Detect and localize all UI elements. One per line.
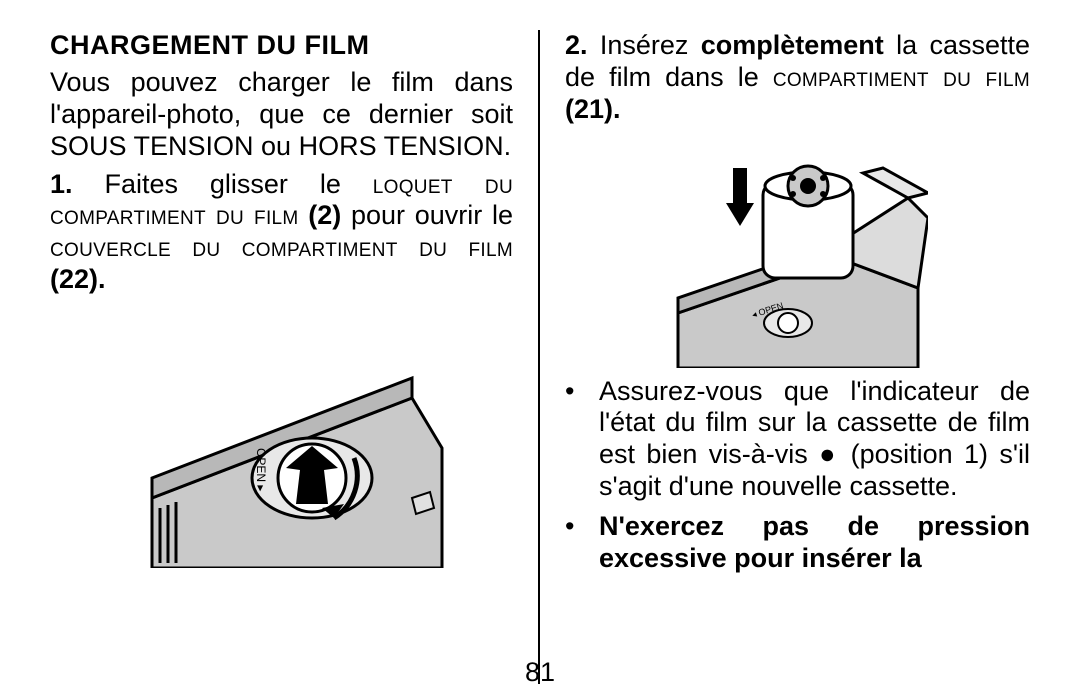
figure-2: ◂ OPEN bbox=[565, 138, 1030, 368]
bullet-1: • Assurez-vous que l'indicateur de l'éta… bbox=[565, 376, 1030, 503]
step-1: 1. Faites glisser le loquet du compartim… bbox=[50, 169, 513, 296]
step-1-number: 1. bbox=[50, 169, 73, 199]
page-number: 81 bbox=[0, 657, 1080, 688]
figure-1: OPEN ▸ bbox=[50, 308, 513, 568]
svg-text:OPEN ▸: OPEN ▸ bbox=[254, 448, 268, 491]
left-column: CHARGEMENT DU FILM Vous pouvez charger l… bbox=[50, 30, 540, 684]
bullet-1-marker: • bbox=[565, 376, 599, 503]
intro-paragraph: Vous pouvez charger le film dans l'appar… bbox=[50, 67, 513, 163]
step-1-smallcaps-2: couvercle du compartiment du film bbox=[50, 232, 513, 262]
section-heading: CHARGEMENT DU FILM bbox=[50, 30, 513, 61]
step-2-ref-21: (21). bbox=[565, 94, 621, 124]
bullet-1-text: Assurez-vous que l'indicateur de l'état … bbox=[599, 376, 1030, 503]
step-2-bold: complètement bbox=[701, 30, 884, 60]
step-1-text-a: Faites glisser le bbox=[104, 169, 372, 199]
step-2: 2. Insérez complètement la cassette de f… bbox=[565, 30, 1030, 126]
figure-1-svg: OPEN ▸ bbox=[112, 308, 452, 568]
right-column: 2. Insérez complètement la cassette de f… bbox=[540, 30, 1030, 684]
bullet-2-text: N'exercez pas de pression excessive pour… bbox=[599, 511, 1030, 575]
bullet-2-marker: • bbox=[565, 511, 599, 575]
step-2-text-a: Insérez bbox=[600, 30, 701, 60]
step-1-ref-2: (2) bbox=[299, 200, 351, 230]
step-1-text-c: pour ouvrir le bbox=[351, 200, 513, 230]
manual-page: CHARGEMENT DU FILM Vous pouvez charger l… bbox=[0, 0, 1080, 694]
figure-2-svg: ◂ OPEN bbox=[668, 138, 928, 368]
bullet-2: • N'exercez pas de pression excessive po… bbox=[565, 511, 1030, 575]
step-2-smallcaps: compartiment du film bbox=[773, 62, 1030, 92]
step-2-number: 2. bbox=[565, 30, 588, 60]
step-1-ref-22: (22). bbox=[50, 264, 106, 294]
